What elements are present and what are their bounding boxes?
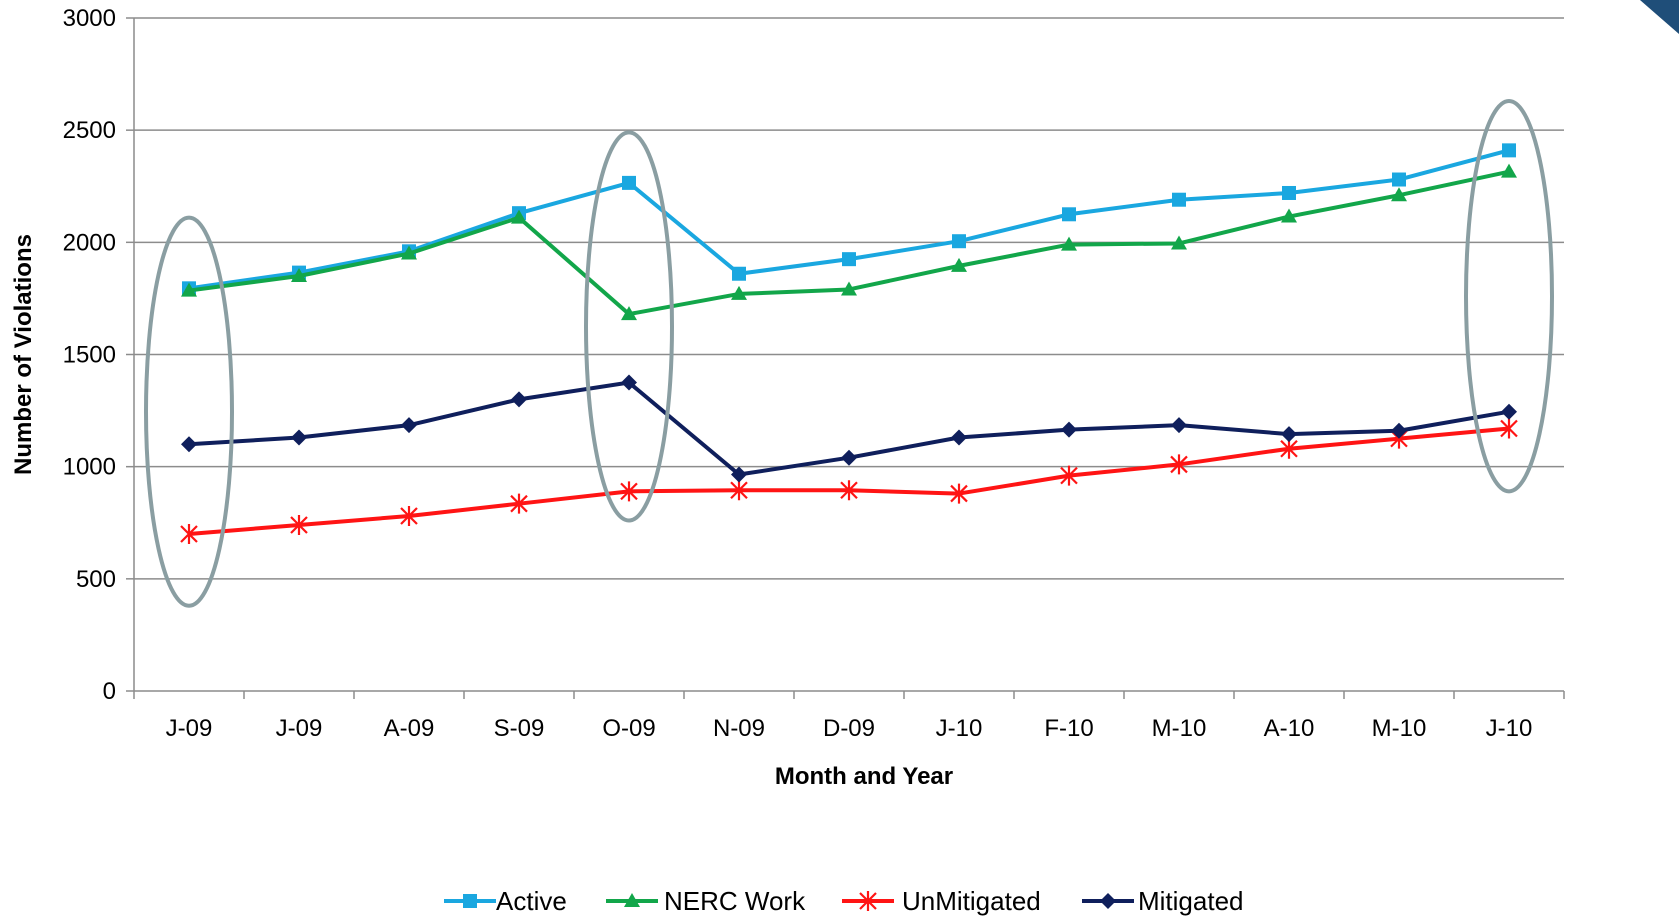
- x-tick-label: M-10: [1152, 715, 1207, 742]
- data-point-mitigated: [1391, 422, 1407, 439]
- highlight-ellipse: [144, 215, 234, 608]
- grid: [134, 17, 1564, 580]
- y-tick-label: 2500: [63, 117, 116, 144]
- data-point-nerc-work: [401, 245, 417, 260]
- data-point-nerc-work: [1501, 163, 1517, 178]
- y-tick-label: 1000: [63, 454, 116, 481]
- data-point-active: [732, 266, 746, 281]
- data-point-mitigated: [291, 429, 307, 446]
- legend-swatch-marker: [859, 891, 877, 911]
- x-tick-label: M-10: [1372, 715, 1427, 742]
- data-point-unmitigated: [730, 480, 748, 501]
- x-tick-label: J-10: [1486, 715, 1533, 742]
- data-point-unmitigated: [180, 523, 198, 544]
- data-point-unmitigated: [1500, 418, 1518, 439]
- x-tick-label: S-09: [494, 715, 545, 742]
- data-point-active: [842, 252, 856, 267]
- data-point-active: [1062, 207, 1076, 222]
- legend-item-mitigated: Mitigated: [1082, 886, 1244, 916]
- legend-swatch-marker: [624, 893, 640, 907]
- legend-swatch-marker: [463, 894, 477, 908]
- x-tick-label: F-10: [1044, 715, 1093, 742]
- data-point-unmitigated: [840, 480, 858, 501]
- y-tick-label: 3000: [63, 5, 116, 32]
- data-point-nerc-work: [511, 209, 527, 224]
- legend: Active NERC Work UnMitigated Mitigated: [444, 886, 1244, 916]
- data-point-nerc-work: [291, 267, 307, 282]
- data-point-unmitigated: [510, 493, 528, 514]
- legend-label: Active: [496, 886, 567, 916]
- y-axis-title: Number of Violations: [10, 234, 37, 475]
- x-tick-label: N-09: [713, 715, 765, 742]
- data-point-nerc-work: [1171, 235, 1187, 250]
- highlight-ellipses: [144, 99, 1554, 608]
- data-point-mitigated: [1061, 421, 1077, 438]
- data-point-active: [1282, 185, 1296, 200]
- x-tick-label: D-09: [823, 715, 875, 742]
- y-axis-ticks: 0 500 1000 1500 2000 2500 3000: [63, 5, 134, 705]
- y-tick-label: 0: [103, 678, 116, 705]
- legend-label: UnMitigated: [902, 886, 1041, 916]
- data-point-active: [622, 175, 636, 190]
- legend-label: Mitigated: [1138, 886, 1244, 916]
- data-point-nerc-work: [1061, 236, 1077, 251]
- data-point-mitigated: [731, 466, 747, 483]
- data-point-nerc-work: [731, 285, 747, 300]
- x-axis-ticks: J-09 J-09 A-09 S-09 O-09 N-09 D-09 J-10 F-10 M-10…: [133, 691, 1565, 742]
- data-point-mitigated: [401, 417, 417, 434]
- data-point-unmitigated: [950, 483, 968, 504]
- corner-decoration: [1640, 0, 1679, 34]
- data-point-mitigated: [951, 429, 967, 446]
- x-tick-label: A-10: [1264, 715, 1315, 742]
- data-point-unmitigated: [1060, 465, 1078, 486]
- y-tick-label: 500: [76, 566, 116, 593]
- data-point-nerc-work: [1391, 187, 1407, 202]
- series-unmitigated: [180, 418, 1518, 544]
- data-point-nerc-work: [181, 282, 197, 297]
- series-mitigated: [181, 374, 1517, 483]
- data-point-mitigated: [511, 391, 527, 408]
- data-point-active: [1172, 192, 1186, 207]
- data-point-nerc-work: [841, 281, 857, 296]
- data-point-mitigated: [841, 449, 857, 466]
- data-point-active: [1502, 143, 1516, 158]
- legend-item-nerc-work: NERC Work: [606, 886, 806, 916]
- legend-label: NERC Work: [664, 886, 806, 916]
- x-tick-label: A-09: [384, 715, 435, 742]
- x-tick-label: J-09: [166, 715, 213, 742]
- x-tick-label: J-10: [936, 715, 983, 742]
- highlight-ellipse: [1464, 99, 1554, 494]
- legend-swatch-marker: [1100, 893, 1116, 909]
- data-point-active: [1392, 172, 1406, 187]
- series-layer: [180, 143, 1518, 544]
- data-point-mitigated: [1501, 403, 1517, 420]
- series-active: [182, 143, 1516, 296]
- data-point-mitigated: [621, 374, 637, 391]
- y-tick-label: 2000: [63, 229, 116, 256]
- x-axis-title: Month and Year: [775, 763, 953, 790]
- legend-item-active: Active: [444, 886, 567, 916]
- data-point-mitigated: [181, 436, 197, 453]
- y-tick-label: 1500: [63, 342, 116, 369]
- data-point-mitigated: [1171, 417, 1187, 434]
- series-nerc-work: [181, 163, 1517, 321]
- data-point-unmitigated: [1170, 454, 1188, 475]
- series-line-active: [188, 148, 1510, 291]
- x-tick-label: J-09: [276, 715, 323, 742]
- data-point-mitigated: [1281, 426, 1297, 443]
- data-point-unmitigated: [290, 514, 308, 535]
- data-point-nerc-work: [1281, 208, 1297, 223]
- data-point-unmitigated: [620, 481, 638, 502]
- x-tick-label: O-09: [602, 715, 655, 742]
- data-point-unmitigated: [400, 506, 418, 527]
- data-point-nerc-work: [951, 257, 967, 272]
- data-point-active: [952, 234, 966, 249]
- legend-item-unmitigated: UnMitigated: [842, 886, 1041, 916]
- data-point-nerc-work: [621, 306, 637, 321]
- highlight-ellipse: [584, 130, 674, 523]
